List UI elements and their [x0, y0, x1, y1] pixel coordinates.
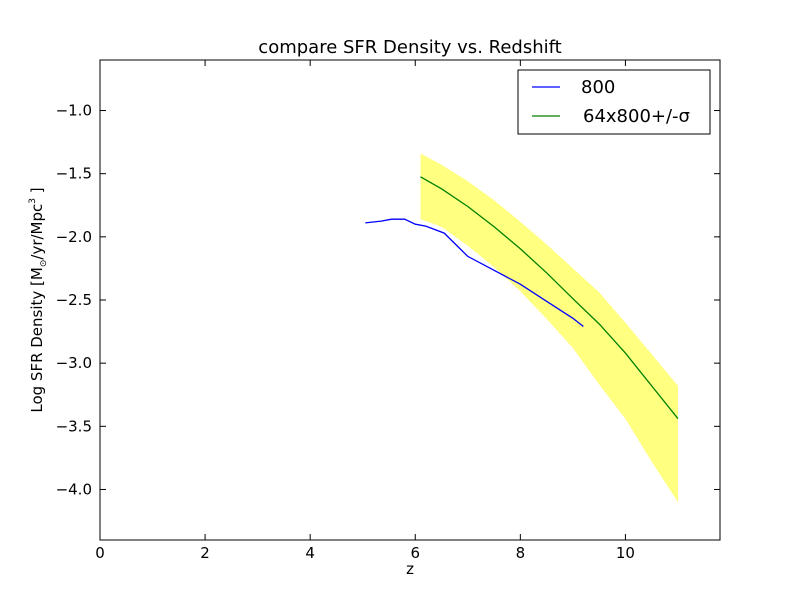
y-tick-label: −4.0 [56, 480, 92, 498]
x-tick-label: 0 [95, 544, 105, 562]
y-axis-label-suffix: ] [28, 187, 46, 198]
x-axis-ticks: 0 2 4 6 8 10 [95, 60, 635, 562]
legend-label-800: 800 [581, 77, 615, 98]
x-tick-label: 2 [200, 544, 210, 562]
y-tick-label: −1.5 [56, 165, 92, 183]
y-axis-label: Log SFR Density [M⊙/yr/Mpc3 ] [28, 187, 49, 412]
y-tick-label: −1.0 [56, 102, 92, 120]
x-tick-label: 6 [410, 544, 420, 562]
y-axis-label-mid: /yr/Mpc [28, 204, 46, 260]
sigma-band [420, 153, 678, 503]
x-tick-label: 10 [616, 544, 635, 562]
x-tick-label: 8 [516, 544, 526, 562]
plot-area [365, 153, 679, 503]
chart-title: compare SFR Density vs. Redshift [258, 37, 561, 58]
x-axis-label: z [406, 560, 414, 578]
legend-box [517, 69, 711, 135]
series-64x800-line [420, 176, 679, 420]
legend: 800 64x800+/-σ [517, 69, 711, 135]
x-tick-label: 4 [305, 544, 315, 562]
series-800-line [365, 218, 584, 328]
y-axis-label-exponent: 3 [28, 198, 38, 204]
y-axis-ticks: −1.0 −1.5 −2.0 −2.5 −3.0 −3.5 −4.0 [56, 102, 720, 498]
y-tick-label: −3.0 [56, 354, 92, 372]
y-tick-label: −2.5 [56, 291, 92, 309]
y-axis-label-prefix: Log SFR Density [M [28, 267, 46, 413]
legend-label-64x800: 64x800+/-σ [583, 106, 690, 127]
y-tick-label: −3.5 [56, 417, 92, 435]
y-tick-label: −2.0 [56, 228, 92, 246]
y-axis-label-sun-symbol: ⊙ [39, 260, 49, 268]
